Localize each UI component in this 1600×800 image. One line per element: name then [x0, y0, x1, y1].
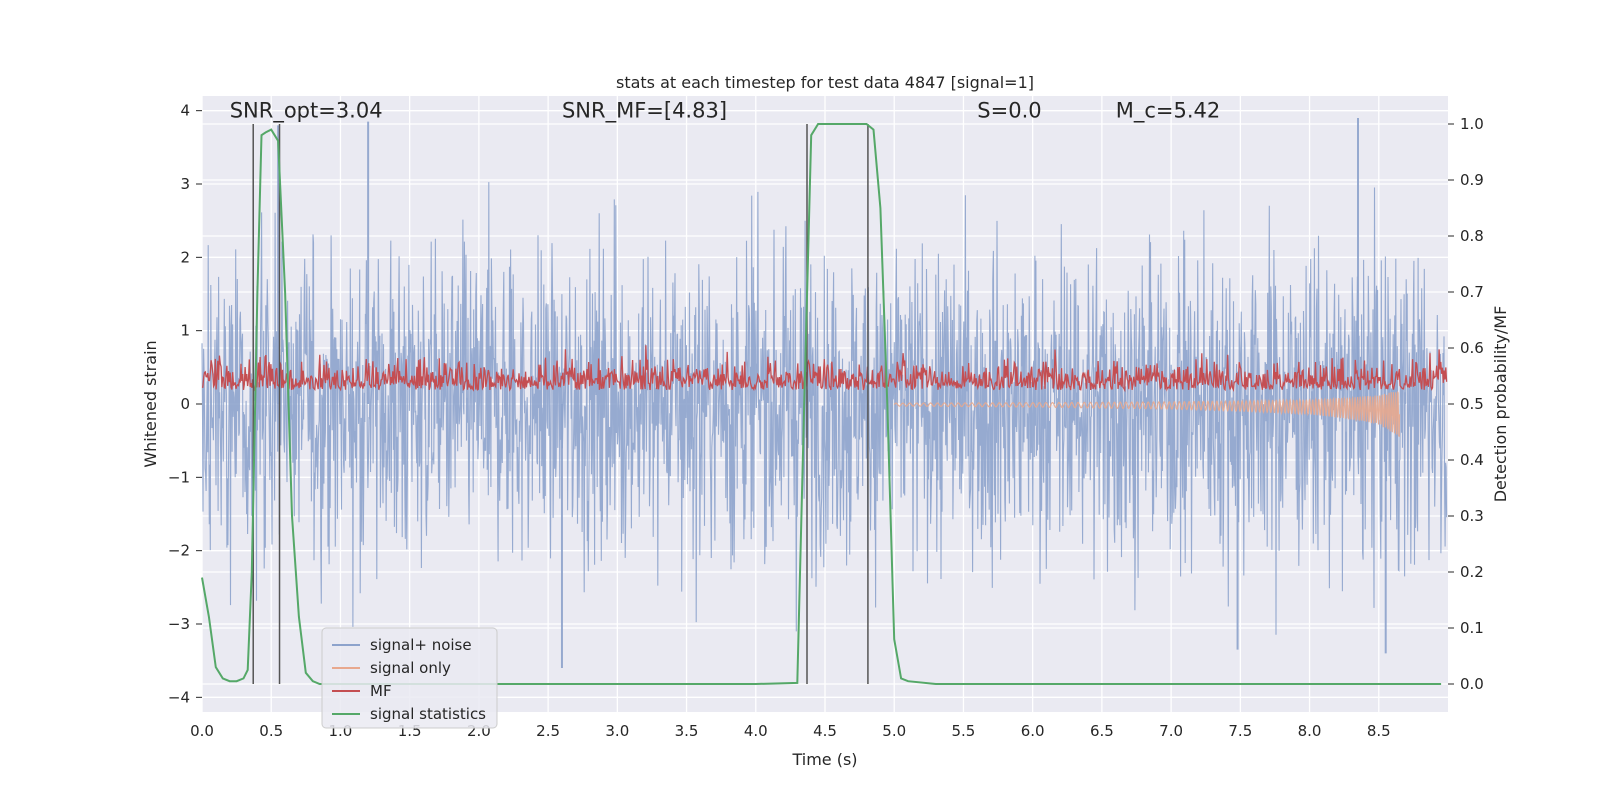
y-right-tick-label: 0.9	[1460, 171, 1484, 189]
signal-only-line	[893, 390, 1401, 438]
x-tick-label: 3.5	[675, 722, 699, 740]
legend-label: MF	[370, 682, 392, 700]
legend-box	[321, 627, 498, 729]
y-right-tick-label: 0.2	[1460, 563, 1484, 581]
x-tick-label: 6.0	[1021, 722, 1045, 740]
chart-title: stats at each timestep for test data 484…	[616, 73, 1034, 92]
y-left-tick-label: −2	[168, 542, 190, 560]
y-left-ticks-group: 4 3 2 1 0 −1 −2 −3 −4	[168, 102, 202, 706]
x-tick-label: 4.5	[813, 722, 837, 740]
y-axis-left-label: Whitened strain	[141, 340, 160, 467]
x-tick-label: 5.5	[952, 722, 976, 740]
legend-label: signal only	[370, 659, 451, 677]
x-tick-label: 6.5	[1090, 722, 1114, 740]
x-axis-label: Time (s)	[791, 750, 857, 769]
mf-line	[201, 345, 1448, 393]
y-right-tick-label: 0.4	[1460, 451, 1484, 469]
x-ticks-group: 0.0 0.5 1.0 1.5 2.0 2.5 3.0 3.5 4.0 4.5 5.0 5.5 6.0 6…	[190, 722, 1391, 740]
y-left-tick-label: 1	[180, 322, 190, 340]
legend-label: signal+ noise	[370, 636, 472, 654]
annotation-text: S=0.0	[977, 99, 1041, 123]
signal-noise-line	[201, 182, 1448, 635]
y-axis-right-label: Detection probability/MF	[1491, 306, 1510, 503]
y-right-ticks-group: 1.0 0.9 0.8 0.7 0.6 0.5 0.4 0.3 0.2 0.1 0.0	[1448, 115, 1484, 693]
y-right-tick-label: 0.7	[1460, 283, 1484, 301]
mf-series-group	[201, 345, 1448, 393]
annotation-text: M_c=5.42	[1116, 99, 1221, 124]
annotations-group: SNR_opt=3.04 SNR_MF=[4.83] S=0.0 M_c=5.42	[230, 99, 1221, 124]
x-tick-label: 8.0	[1298, 722, 1322, 740]
signal-only-series-group	[893, 390, 1401, 438]
x-tick-label: 0.0	[190, 722, 214, 740]
x-tick-label: 7.5	[1228, 722, 1252, 740]
y-right-tick-label: 0.5	[1460, 395, 1484, 413]
x-tick-label: 8.5	[1367, 722, 1391, 740]
legend-label: signal statistics	[370, 705, 486, 723]
y-left-tick-label: 4	[180, 102, 190, 120]
x-tick-label: 5.0	[882, 722, 906, 740]
x-tick-label: 7.0	[1159, 722, 1183, 740]
y-right-tick-label: 0.6	[1460, 339, 1484, 357]
x-tick-label: 4.0	[744, 722, 768, 740]
y-left-tick-label: −1	[168, 468, 190, 486]
y-right-tick-label: 0.1	[1460, 619, 1484, 637]
y-left-tick-label: 2	[180, 248, 190, 266]
y-right-tick-label: 0.3	[1460, 507, 1484, 525]
y-right-tick-label: 1.0	[1460, 115, 1484, 133]
legend: signal+ noise signal only MF signal statist…	[321, 627, 498, 729]
annotation-text: SNR_opt=3.04	[230, 99, 383, 124]
y-right-tick-label: 0.8	[1460, 227, 1484, 245]
x-tick-label: 3.0	[605, 722, 629, 740]
y-right-tick-label: 0.0	[1460, 675, 1484, 693]
y-left-tick-label: −3	[168, 615, 190, 633]
annotation-text: SNR_MF=[4.83]	[562, 99, 727, 124]
x-tick-label: 2.5	[536, 722, 560, 740]
x-tick-label: 0.5	[259, 722, 283, 740]
y-left-tick-label: −4	[168, 688, 190, 706]
y-left-tick-label: 0	[180, 395, 190, 413]
strain-series-group	[201, 118, 1448, 668]
y-left-tick-label: 3	[180, 175, 190, 193]
vertical-lines-group	[252, 124, 869, 684]
